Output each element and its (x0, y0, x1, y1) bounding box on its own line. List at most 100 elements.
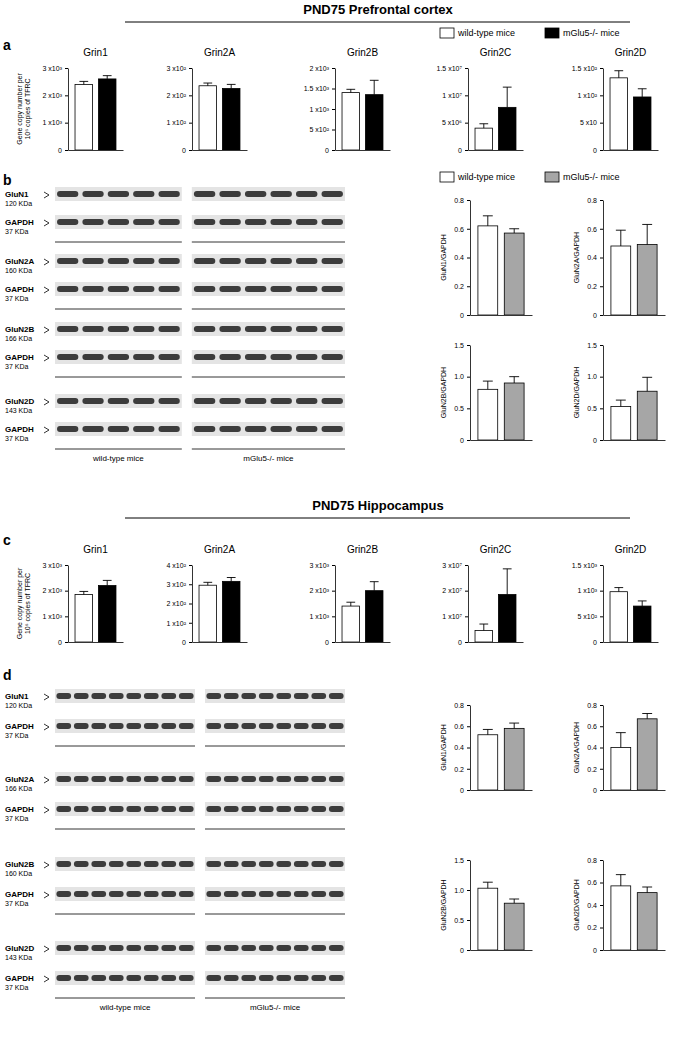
blot-band (294, 723, 309, 729)
y-tick-label: 2 x10³ (310, 587, 330, 594)
blot-underline (192, 309, 345, 310)
blot-arrow (44, 220, 49, 226)
blot-band (179, 776, 194, 782)
y-tick-label: 0.8 (587, 702, 597, 709)
y-axis: 00.51.01.5 (587, 342, 603, 444)
blot-band (206, 945, 221, 951)
blot-band (322, 286, 343, 292)
blot-label: 160 KDa (5, 267, 32, 274)
bar-chart: 00.20.40.60.8GluN2A/GAPDH (573, 197, 666, 319)
blot-band (108, 191, 129, 197)
blot-label: 120 KDa (5, 200, 32, 207)
blot-label: 143 KDa (5, 954, 32, 961)
y-tick: 1 x10³ (310, 613, 335, 620)
marks (611, 875, 657, 950)
blot-label: 37 KDa (5, 732, 28, 739)
bar-chart: 05 x10⁶1 x10⁷1.5 x10⁷Grin2C (437, 47, 524, 154)
blot-band (74, 776, 89, 782)
blot-band (126, 693, 141, 699)
y-tick: 0 (593, 947, 603, 954)
blot-band (329, 945, 344, 951)
blot-band (108, 354, 129, 360)
blot-strip (205, 941, 345, 955)
blot-band (56, 776, 71, 782)
bar (504, 233, 524, 315)
blot-band (245, 398, 266, 404)
blot-band (241, 891, 256, 897)
y-tick-mark (465, 565, 468, 566)
y-axis-line (603, 861, 604, 951)
blot-band (109, 806, 124, 812)
y-axis-line (470, 706, 471, 791)
bar-chart: 01 x10³2 x10³3 x10³Grin1Gene copy number… (16, 47, 124, 154)
blot-band (219, 426, 240, 432)
y-axis-title: GluN2B/GAPDH (440, 879, 447, 930)
legend-swatch (440, 172, 454, 182)
blot-arrow (44, 399, 49, 405)
panel-letter: a (3, 37, 11, 53)
y-axis: 05 x10²1 x10³1.5 x10³2 x10³ (304, 65, 336, 154)
blot-strip (205, 887, 345, 901)
blot-band (270, 219, 291, 225)
blot-band (206, 975, 221, 981)
blot-band (108, 398, 129, 404)
y-tick-label: 0.2 (587, 283, 597, 290)
y-tick-mark (600, 377, 603, 378)
blot-label: GluN2A (5, 257, 35, 266)
y-tick-label: 0 (460, 437, 464, 444)
y-tick-label: 0 (460, 312, 464, 319)
blot-band (158, 191, 179, 197)
section-title: PND75 Hippocampus (312, 498, 443, 513)
blot-label: GAPDH (5, 425, 34, 434)
blot-band (322, 426, 343, 432)
y-tick-mark (467, 726, 470, 727)
y-tick-label: 0.2 (587, 924, 597, 931)
y-tick-label: 5 x10⁶ (442, 119, 462, 126)
y-tick: 0.6 (587, 879, 603, 886)
blot-label: GAPDH (5, 353, 34, 362)
blot-band (245, 191, 266, 197)
y-tick: 3 x10² (167, 65, 192, 72)
y-tick-label: 0.2 (454, 765, 464, 772)
blot-band (206, 891, 221, 897)
y-tick-mark (600, 950, 603, 951)
blot-strip (55, 941, 195, 955)
blot-arrow (44, 427, 49, 433)
y-tick: 1 x10² (578, 92, 603, 99)
y-tick: 0.2 (587, 765, 603, 772)
blot-band (219, 286, 240, 292)
y-axis: 00.20.40.60.8 (454, 702, 470, 794)
y-tick-label: 0 (182, 147, 186, 154)
legend-swatch (545, 172, 559, 182)
blot-label: GAPDH (5, 974, 34, 983)
blot-strip (205, 802, 345, 816)
y-tick-label: 2 x10⁷ (442, 587, 462, 594)
y-tick-mark (600, 68, 603, 69)
blot-band (82, 426, 103, 432)
y-tick-mark (600, 95, 603, 96)
blot-band (311, 975, 326, 981)
y-tick-label: 3 x10³ (43, 562, 63, 569)
blot-band (241, 776, 256, 782)
y-tick: 3 x10³ (43, 562, 68, 569)
blot-strip (55, 689, 195, 703)
blot-band (294, 861, 309, 867)
blot-band (161, 776, 176, 782)
blot-band (82, 258, 103, 264)
error-bar (616, 875, 626, 886)
y-tick: 0.6 (454, 225, 470, 232)
blot-band (161, 806, 176, 812)
y-tick-label: 2 x10² (167, 600, 187, 607)
blot-underline (55, 829, 195, 830)
bar (611, 748, 631, 791)
blot-label: 166 KDa (5, 335, 32, 342)
y-tick: 0.4 (454, 744, 470, 751)
blot-band (219, 326, 240, 332)
blot-band (91, 693, 106, 699)
blot-band (158, 326, 179, 332)
y-tick: 1.5 (454, 342, 470, 349)
y-tick: 1.0 (587, 373, 603, 380)
blot-label: GAPDH (5, 722, 34, 731)
blot-band (194, 398, 215, 404)
bar (342, 93, 360, 150)
